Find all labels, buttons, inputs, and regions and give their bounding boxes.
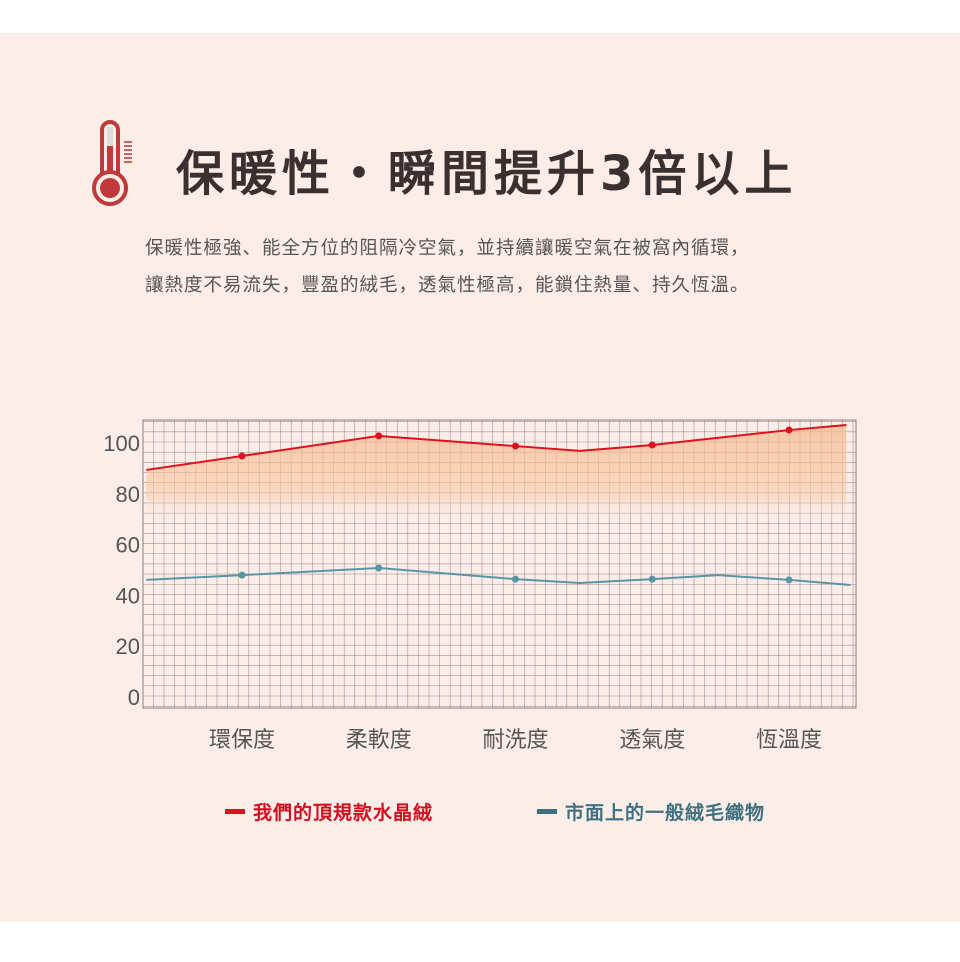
line-chart: 0 20 40 60 80 100 環保度 柔軟度 耐洗度 透氣度 恆溫度: [103, 419, 857, 753]
y-tick-label: 60: [116, 533, 140, 558]
legend-label-ours: 我們的頂規款水晶絨: [253, 802, 434, 824]
description-line-2: 讓熱度不易流失，豐盈的絨毛，透氣性極高，能鎖住熱量、持久恆溫。: [145, 275, 750, 296]
data-point: [512, 442, 519, 450]
data-point: [375, 432, 383, 440]
legend-swatch-red: [225, 809, 245, 814]
data-point: [512, 575, 519, 583]
data-point: [238, 571, 246, 579]
data-point: [648, 441, 656, 449]
data-point: [785, 426, 793, 434]
x-tick-label: 環保度: [209, 728, 275, 753]
legend-label-others: 市面上的一般絨毛織物: [565, 802, 766, 824]
y-tick-label: 100: [103, 431, 140, 456]
legend-item-others: 市面上的一般絨毛織物: [537, 798, 765, 825]
description-line-1: 保暖性極強、能全方位的阻隔冷空氣，並持續讓暖空氣在被窩內循環，: [145, 238, 750, 259]
x-tick-label: 透氣度: [619, 728, 685, 753]
data-point: [375, 564, 383, 572]
legend-item-ours: 我們的頂規款水晶絨: [225, 798, 433, 825]
page-title: 保暖性・瞬間提升3倍以上: [176, 146, 798, 202]
data-point: [238, 452, 246, 460]
legend-swatch-blue: [537, 809, 557, 814]
data-point: [785, 576, 793, 584]
y-tick-label: 0: [128, 685, 140, 710]
x-tick-label: 耐洗度: [482, 728, 548, 753]
thermometer-icon: [92, 120, 132, 206]
x-tick-label: 恆溫度: [756, 728, 822, 753]
y-tick-label: 40: [116, 583, 140, 608]
y-tick-label: 80: [116, 482, 140, 507]
x-tick-label: 柔軟度: [346, 728, 412, 753]
series-line-others: [146, 566, 851, 586]
series-line-ours: [146, 423, 847, 471]
series-area-fill: [146, 424, 847, 522]
y-tick-label: 20: [116, 634, 140, 659]
data-point: [648, 575, 656, 583]
